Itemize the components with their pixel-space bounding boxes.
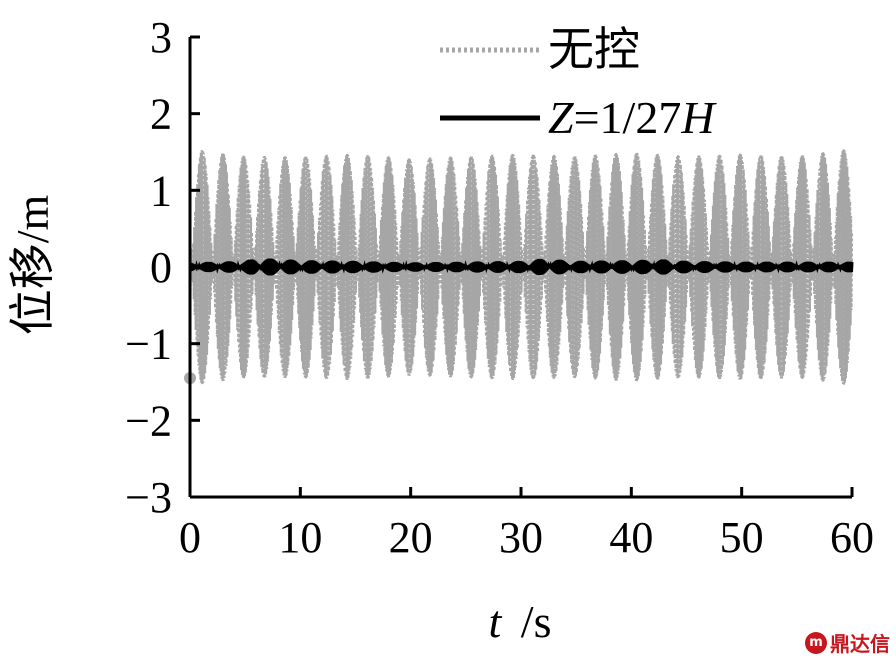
legend: 无控 Z=1/27H: [440, 24, 717, 143]
x-tick-label: 60: [830, 513, 874, 562]
plot-area: [184, 149, 854, 385]
x-axis-label-variable: t: [489, 596, 503, 647]
x-tick-label: 0: [179, 513, 201, 562]
legend-label-controlled-suffix: =1/27: [574, 92, 682, 143]
series-line-controlled: [188, 258, 854, 276]
x-tick-label: 30: [499, 513, 543, 562]
seal-logo: m: [805, 631, 827, 654]
y-tick-label: 3: [150, 13, 172, 62]
legend-label-uncontrolled: 无控: [548, 24, 640, 75]
x-axis-label: t /s: [489, 596, 552, 647]
x-tick-label: 10: [278, 513, 322, 562]
y-tick-label: −1: [125, 320, 172, 369]
series-line-uncontrolled: [188, 149, 854, 385]
y-tick-label: 1: [150, 166, 172, 215]
y-tick-label: 2: [150, 90, 172, 139]
legend-label-controlled-prefix: Z: [548, 92, 574, 143]
x-tick-label: 20: [389, 513, 433, 562]
watermark-text: 鼎达信: [830, 632, 890, 656]
y-axis-label: 位移/m: [7, 195, 58, 336]
x-tick-label: 40: [609, 513, 653, 562]
y-tick-label: 0: [150, 243, 172, 292]
legend-label-controlled-end: H: [680, 92, 717, 143]
y-tick-label: −2: [125, 396, 172, 445]
legend-label-controlled: Z=1/27H: [548, 92, 717, 143]
y-tick-label: −3: [125, 473, 172, 522]
x-tick-label: 50: [720, 513, 764, 562]
watermark: m 鼎达信: [805, 628, 890, 657]
x-axis-label-unit: /s: [521, 596, 552, 647]
